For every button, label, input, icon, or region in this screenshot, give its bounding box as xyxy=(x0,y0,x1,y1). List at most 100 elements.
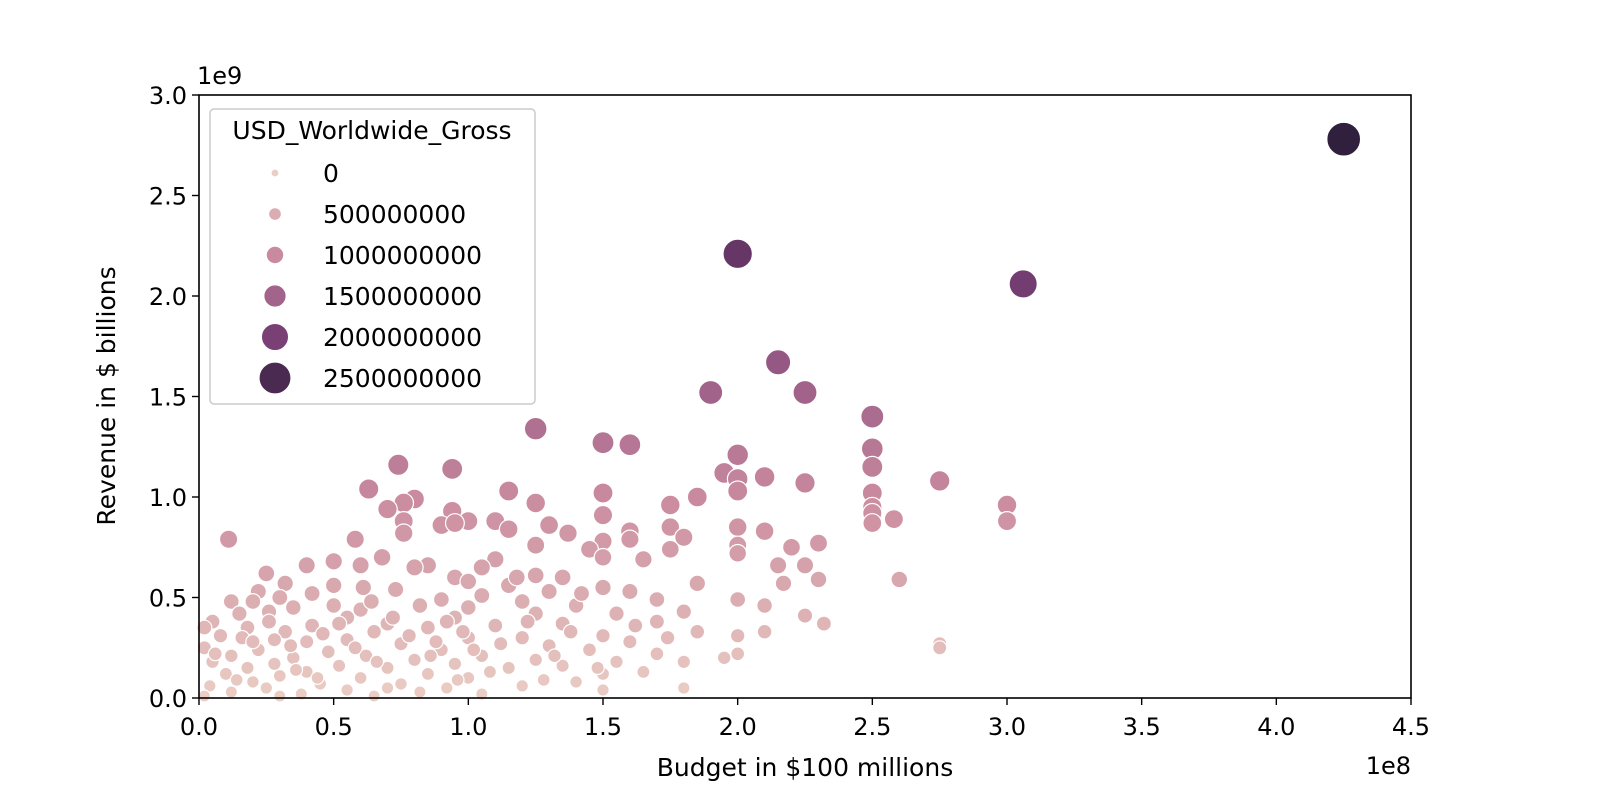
data-point xyxy=(514,629,530,646)
data-point xyxy=(310,670,325,685)
data-point xyxy=(558,523,578,543)
data-point xyxy=(283,638,299,654)
data-point xyxy=(620,529,640,549)
data-point xyxy=(883,508,905,530)
data-point xyxy=(387,453,410,476)
data-point xyxy=(331,615,348,632)
x-axis: 0.0 0.5 1.0 1.5 2.0 2.5 3.0 3.5 4.0 4.5 xyxy=(180,698,1430,741)
data-point xyxy=(299,634,315,650)
data-point xyxy=(592,504,614,526)
data-point xyxy=(432,590,450,608)
data-point xyxy=(366,623,383,640)
data-point xyxy=(648,613,666,630)
y-offset-text: 1e9 xyxy=(197,62,242,90)
data-point xyxy=(774,574,793,593)
y-tick-label: 3.0 xyxy=(149,82,187,110)
data-point xyxy=(756,623,773,640)
x-tick-label: 2.5 xyxy=(853,713,891,741)
data-point xyxy=(277,623,294,640)
data-point xyxy=(676,681,691,695)
data-point xyxy=(485,549,505,569)
data-point xyxy=(728,543,748,563)
data-point xyxy=(428,634,444,650)
data-point xyxy=(257,564,276,583)
data-point xyxy=(688,574,707,593)
data-point xyxy=(288,662,304,678)
data-point xyxy=(727,517,748,537)
data-point xyxy=(345,529,365,549)
data-point xyxy=(444,513,465,534)
x-tick-label: 0.0 xyxy=(180,713,218,741)
data-point xyxy=(689,623,706,640)
data-point xyxy=(536,672,551,687)
data-point xyxy=(493,636,509,652)
legend-marker xyxy=(268,207,283,222)
y-axis: 0.0 0.5 1.0 1.5 2.0 2.5 3.0 xyxy=(149,82,199,713)
data-point xyxy=(223,648,239,664)
data-point xyxy=(686,486,708,508)
data-point xyxy=(581,642,597,658)
data-point xyxy=(627,617,644,634)
data-point xyxy=(860,404,885,429)
x-tick-label: 4.0 xyxy=(1257,713,1295,741)
data-point xyxy=(726,443,750,467)
data-point xyxy=(384,609,402,626)
x-tick-label: 1.0 xyxy=(449,713,487,741)
data-point xyxy=(515,679,529,693)
data-point xyxy=(271,588,289,607)
x-tick-label: 0.5 xyxy=(315,713,353,741)
legend-label: 2500000000 xyxy=(323,364,482,393)
data-point xyxy=(547,648,562,664)
data-point xyxy=(996,510,1018,532)
data-point xyxy=(609,654,624,670)
points-layer xyxy=(196,121,1362,703)
data-point xyxy=(294,687,308,701)
data-point xyxy=(419,619,436,636)
data-point xyxy=(222,592,240,610)
data-point xyxy=(394,677,408,691)
data-point xyxy=(482,664,497,680)
data-point xyxy=(331,658,347,674)
data-point xyxy=(862,513,883,534)
legend-label: 500000000 xyxy=(323,200,466,229)
data-point xyxy=(393,523,414,543)
data-point xyxy=(659,494,681,516)
data-point xyxy=(1008,269,1038,299)
x-offset-text: 1e8 xyxy=(1366,752,1411,780)
data-point xyxy=(386,580,405,599)
x-axis-label: Budget in $100 millions xyxy=(657,753,953,782)
legend-entries: 0 500000000 1000000000 1500000000 2000000000… xyxy=(258,159,482,395)
data-point xyxy=(367,689,381,703)
data-point xyxy=(358,478,380,500)
legend-label: 1500000000 xyxy=(323,282,482,311)
data-point xyxy=(472,558,491,577)
data-point xyxy=(459,572,478,591)
data-point xyxy=(796,607,814,624)
data-point xyxy=(660,539,680,559)
data-point xyxy=(932,640,948,656)
data-point xyxy=(450,672,465,687)
data-point xyxy=(325,597,343,614)
data-point xyxy=(659,629,676,646)
x-tick-label: 3.0 xyxy=(988,713,1026,741)
data-point xyxy=(540,582,558,601)
data-point xyxy=(473,586,491,605)
data-point xyxy=(407,652,422,668)
data-point xyxy=(231,605,248,622)
legend-marker xyxy=(263,284,287,308)
data-point xyxy=(229,672,244,687)
data-point xyxy=(354,578,373,597)
data-point xyxy=(722,238,753,270)
data-point xyxy=(727,480,749,502)
legend-marker xyxy=(270,168,280,178)
data-point xyxy=(794,472,816,494)
legend-label: 0 xyxy=(323,159,339,188)
data-point xyxy=(197,689,211,703)
data-point xyxy=(595,627,611,644)
data-point xyxy=(618,433,642,457)
data-point xyxy=(218,666,233,682)
legend-label: 2000000000 xyxy=(323,323,482,352)
data-point xyxy=(781,537,801,557)
y-tick-label: 1.5 xyxy=(149,384,187,412)
